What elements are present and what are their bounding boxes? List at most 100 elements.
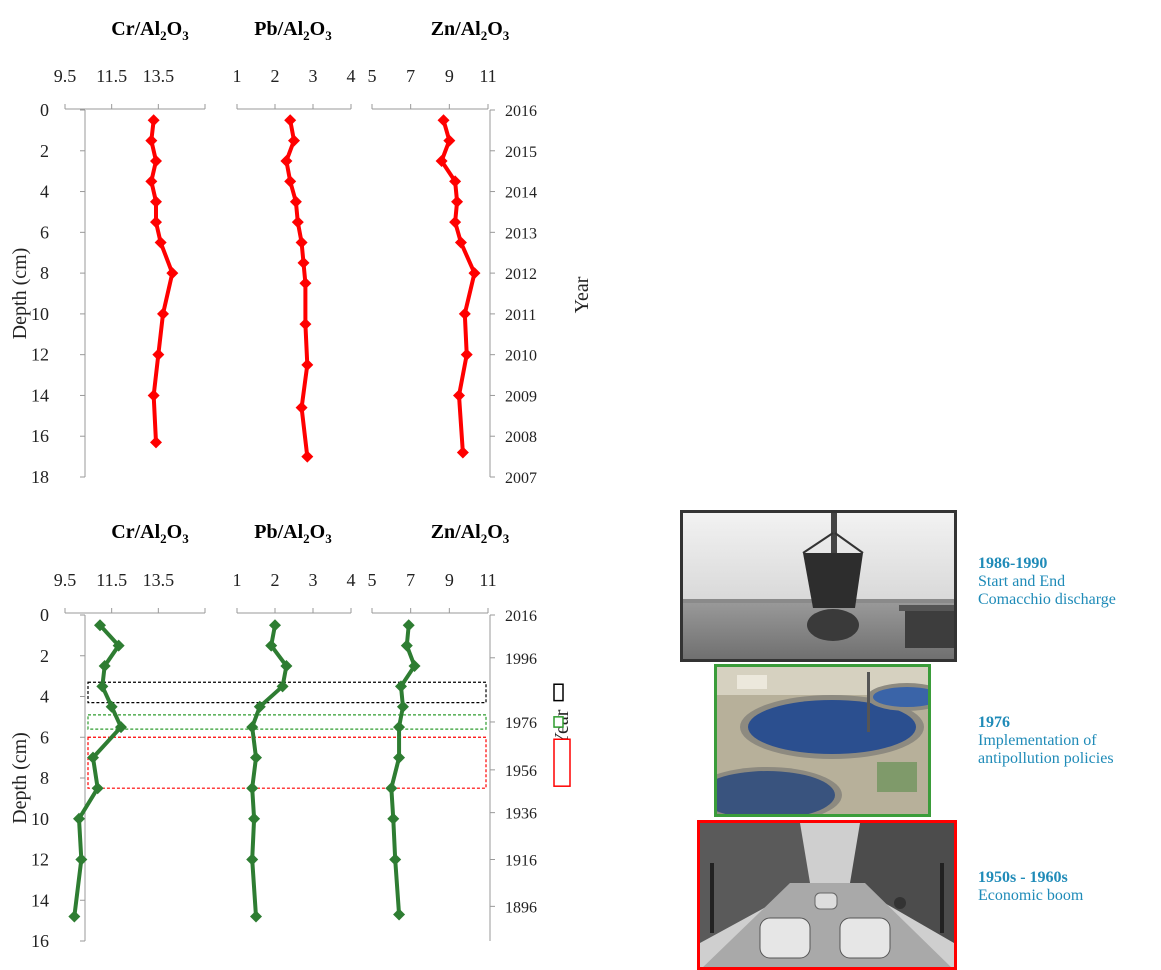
data-point xyxy=(385,782,398,795)
data-point xyxy=(454,236,467,249)
series-line xyxy=(439,119,477,453)
data-point xyxy=(253,700,266,713)
data-point xyxy=(389,853,402,866)
data-point xyxy=(96,680,109,693)
year-tick-label: 2009 xyxy=(505,388,537,405)
data-point xyxy=(280,659,293,672)
depth-tick-label: 18 xyxy=(31,467,49,487)
data-point xyxy=(301,358,314,371)
depth-tick-label: 10 xyxy=(31,809,49,829)
caption-year: 1976 xyxy=(978,714,1010,731)
data-point xyxy=(248,812,261,825)
year-tick-label: 2014 xyxy=(505,185,537,202)
x-tick-label: 9 xyxy=(445,66,454,86)
series-line xyxy=(72,623,123,917)
data-point xyxy=(150,216,162,229)
data-point xyxy=(75,853,88,866)
year-tick-label: 2007 xyxy=(505,470,537,487)
data-point xyxy=(301,450,314,463)
x-tick-label: 2 xyxy=(271,570,280,590)
band-marker xyxy=(553,683,564,702)
caption-1950s-1960s: 1950s - 1960s Economic boom xyxy=(978,869,1083,905)
data-point xyxy=(276,680,289,693)
x-tick-label: 11 xyxy=(479,570,496,590)
data-point xyxy=(458,307,471,320)
data-point xyxy=(157,307,169,320)
data-point xyxy=(91,782,104,795)
data-point xyxy=(456,446,469,459)
depth-axis-title: Depth (cm) xyxy=(9,732,31,824)
highlight-band xyxy=(87,736,487,789)
depth-tick-label: 2 xyxy=(40,141,49,161)
year-tick-label: 2008 xyxy=(505,429,537,446)
x-tick-label: 13.5 xyxy=(143,570,175,590)
x-tick-label: 3 xyxy=(309,66,318,86)
year-tick-label: 1956 xyxy=(505,763,537,780)
data-point xyxy=(87,751,99,764)
year-tick-label: 1976 xyxy=(505,715,537,732)
x-tick-label: 5 xyxy=(368,570,377,590)
x-tick-label: 4 xyxy=(347,66,356,86)
caption-1986-1990: 1986-1990 Start and End Comacchio discha… xyxy=(978,555,1116,609)
series-title: Cr/Al2O3 xyxy=(111,18,189,43)
depth-tick-label: 4 xyxy=(40,687,49,707)
data-point xyxy=(150,154,162,167)
data-point xyxy=(145,175,158,188)
data-point xyxy=(451,195,464,208)
x-tick-label: 1 xyxy=(233,66,242,86)
band-marker xyxy=(553,716,564,728)
caption-line: Implementation of xyxy=(978,732,1097,749)
year-tick-label: 2016 xyxy=(505,103,537,120)
x-tick-label: 9.5 xyxy=(54,66,77,86)
x-tick-label: 2 xyxy=(271,66,280,86)
series-title: Pb/Al2O3 xyxy=(254,521,332,546)
depth-tick-label: 0 xyxy=(40,605,49,625)
year-tick-label: 1996 xyxy=(505,651,537,668)
depth-tick-label: 0 xyxy=(40,100,49,120)
data-point xyxy=(460,348,473,361)
data-point xyxy=(443,134,456,147)
data-point xyxy=(289,195,302,208)
x-tick-label: 4 xyxy=(347,570,356,590)
highlight-band xyxy=(87,714,487,730)
data-point xyxy=(291,216,304,229)
depth-tick-label: 16 xyxy=(31,426,49,446)
series-title: Zn/Al2O3 xyxy=(431,521,510,546)
depth-tick-label: 16 xyxy=(31,931,49,951)
data-point xyxy=(288,134,300,147)
data-point xyxy=(453,389,465,402)
data-point xyxy=(154,236,167,249)
series-line xyxy=(389,624,417,915)
x-tick-label: 11.5 xyxy=(96,570,127,590)
data-point xyxy=(150,195,162,208)
data-point xyxy=(295,401,308,414)
year-tick-label: 2011 xyxy=(505,307,536,324)
year-tick-label: 2012 xyxy=(505,266,537,283)
series-title: Cr/Al2O3 xyxy=(111,521,189,546)
depth-tick-label: 4 xyxy=(40,182,49,202)
data-point xyxy=(295,236,308,249)
data-point xyxy=(147,114,160,127)
data-point xyxy=(299,318,312,331)
data-point xyxy=(297,256,310,269)
x-tick-label: 9.5 xyxy=(54,570,77,590)
x-tick-label: 7 xyxy=(406,66,415,86)
data-point xyxy=(393,721,406,734)
caption-line: antipollution policies xyxy=(978,750,1114,767)
data-point xyxy=(284,114,297,127)
depth-tick-label: 6 xyxy=(40,727,49,747)
data-point xyxy=(150,436,162,449)
data-point xyxy=(402,619,415,632)
data-point xyxy=(98,659,111,672)
caption-year: 1986-1990 xyxy=(978,555,1048,572)
year-tick-label: 2010 xyxy=(505,348,537,365)
depth-tick-label: 6 xyxy=(40,222,49,242)
data-point xyxy=(395,680,407,693)
data-point xyxy=(246,782,259,795)
dredging-photo xyxy=(680,510,957,662)
data-point xyxy=(280,154,293,167)
depth-tick-label: 12 xyxy=(31,345,49,365)
x-tick-label: 11 xyxy=(479,66,496,86)
data-point xyxy=(449,175,462,188)
